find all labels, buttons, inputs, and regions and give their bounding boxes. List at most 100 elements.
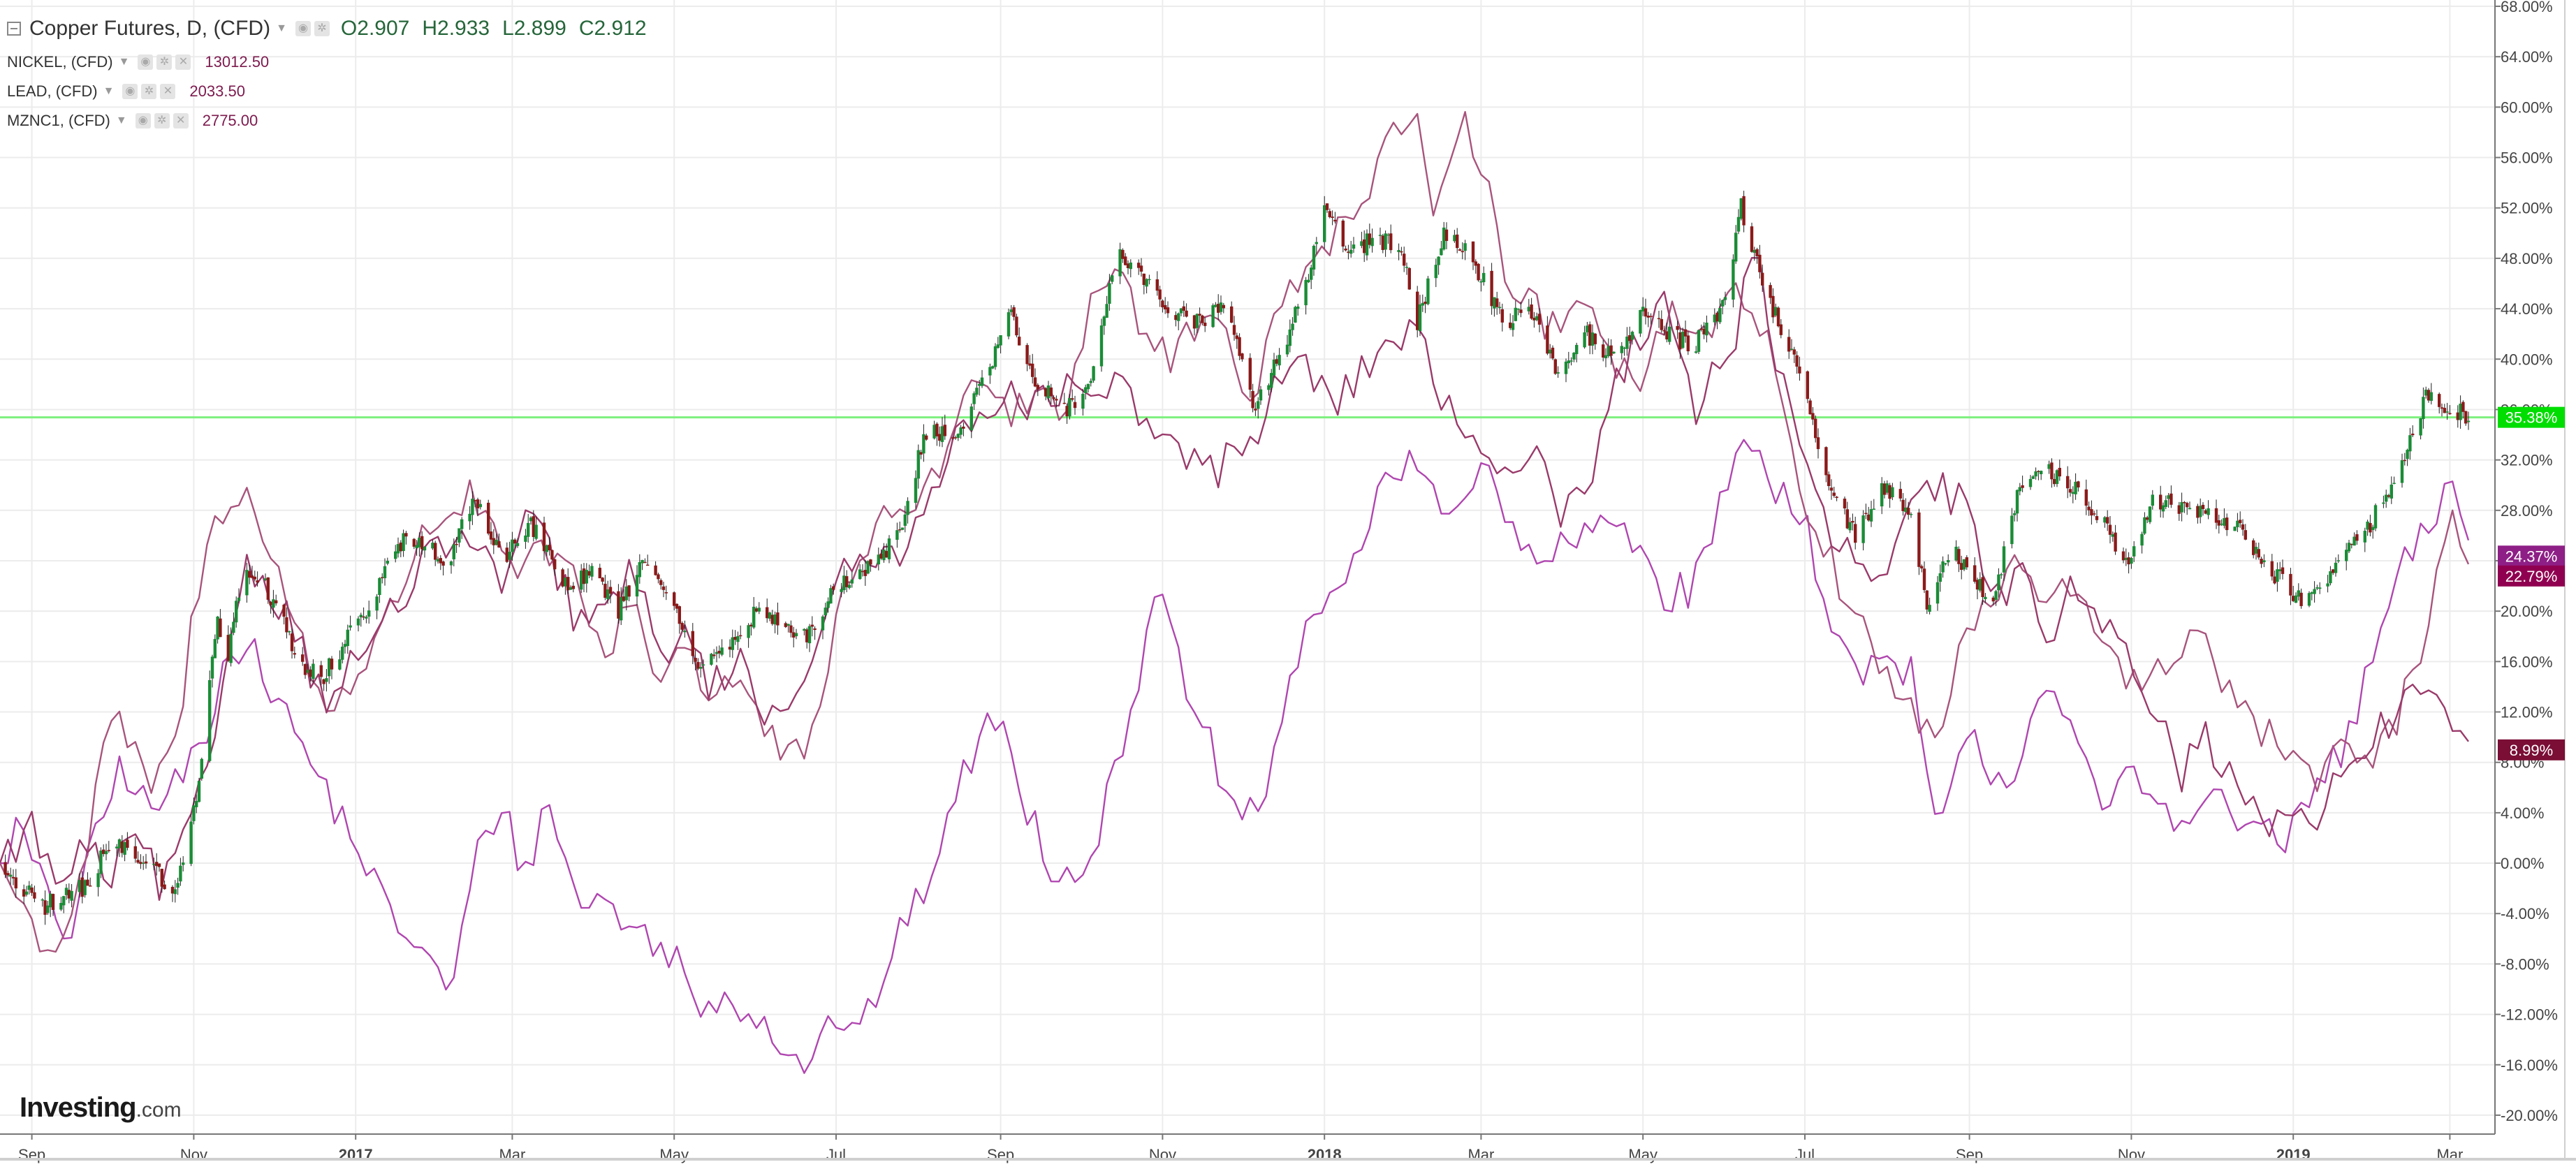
close-icon[interactable]: ✕ (173, 113, 189, 128)
candle-down (1368, 233, 1371, 245)
candle-up (359, 615, 363, 618)
candle-up (1516, 308, 1520, 310)
candle-down (1835, 497, 1838, 499)
close-icon[interactable]: ✕ (175, 54, 191, 70)
candle-down (1981, 577, 1984, 598)
candle-up (197, 781, 201, 802)
candle-down (1960, 563, 1963, 571)
candle-up (179, 865, 182, 882)
candle-down (1036, 385, 1039, 390)
candle-up (2422, 397, 2425, 420)
collapse-icon[interactable] (7, 22, 21, 36)
candle-up (436, 559, 440, 562)
candle-up (2161, 505, 2165, 512)
candle-down (2127, 557, 2130, 565)
candle-down (608, 587, 613, 594)
eye-icon[interactable]: ◉ (138, 54, 154, 70)
candle-down (1532, 318, 1536, 321)
candle-up (1386, 234, 1390, 236)
candle-up (458, 528, 461, 543)
candle-up (2385, 494, 2388, 502)
candle-down (2257, 549, 2260, 558)
candle-down (810, 624, 814, 627)
candle-up (328, 658, 331, 677)
chevron-down-icon[interactable]: ▼ (118, 56, 130, 68)
chevron-down-icon[interactable]: ▼ (103, 85, 115, 97)
candle-up (620, 597, 623, 621)
candle-up (1323, 205, 1326, 242)
candle-down (1649, 316, 1653, 317)
y-tick-label: -16.00% (2501, 1057, 2558, 1074)
candle-up (895, 530, 899, 540)
eye-icon[interactable]: ◉ (122, 84, 138, 99)
candle-up (232, 622, 235, 633)
candle-down (1806, 371, 1809, 399)
candle-down (102, 849, 105, 854)
ohlc-close: C2.912 (578, 17, 647, 40)
candle-up (2018, 487, 2021, 492)
eye-icon[interactable]: ◉ (135, 113, 151, 128)
candle-down (1331, 216, 1334, 219)
candle-down (1925, 590, 1929, 610)
candle-up (312, 663, 315, 679)
candle-down (1381, 235, 1384, 250)
chevron-down-icon[interactable]: ▼ (276, 22, 287, 34)
gear-icon[interactable]: ✲ (314, 21, 330, 36)
x-tick-label: Sep (987, 1146, 1014, 1163)
candle-up (1641, 307, 1645, 311)
x-tick-label: Nov (180, 1146, 207, 1163)
gear-icon[interactable]: ✲ (141, 84, 157, 99)
candle-up (641, 559, 644, 564)
candle-up (2111, 534, 2114, 537)
candle-up (747, 625, 750, 638)
legend-zinc-value: 2775.00 (202, 112, 258, 129)
chevron-down-icon[interactable]: ▼ (115, 115, 127, 126)
gear-icon[interactable]: ✲ (154, 113, 170, 128)
candle-up (1177, 313, 1180, 321)
candle-down (505, 547, 508, 562)
candle-up (534, 524, 538, 539)
candle-up (1118, 249, 1122, 277)
candle-down (2169, 493, 2173, 505)
candle-down (1628, 334, 1632, 341)
gear-icon[interactable]: ✲ (156, 54, 173, 70)
candle-up (2130, 557, 2133, 564)
candle-down (160, 869, 163, 887)
candle-down (1477, 263, 1480, 281)
ohlc-low: L2.899 (502, 17, 566, 40)
candle-down (2443, 408, 2446, 413)
candle-up (1620, 346, 1623, 353)
candle-up (1296, 306, 1300, 309)
candle-down (489, 531, 493, 540)
x-tick-label: 2018 (1308, 1146, 1342, 1163)
candle-up (1046, 385, 1051, 399)
close-icon[interactable]: ✕ (160, 84, 176, 99)
x-tick-label: Mar (1468, 1146, 1494, 1163)
candle-down (1824, 447, 1828, 476)
candle-up (1453, 235, 1456, 242)
eye-icon[interactable]: ◉ (295, 21, 311, 36)
ohlc-open: O2.907 (340, 17, 410, 40)
candle-up (1583, 332, 1586, 348)
candle-down (1142, 273, 1146, 286)
candle-down (420, 536, 424, 550)
candle-up (1099, 325, 1104, 367)
candle-down (2217, 520, 2220, 526)
candle-up (495, 539, 498, 545)
candle-up (2143, 517, 2146, 534)
candle-down (290, 633, 294, 652)
candle-down (1662, 330, 1666, 332)
candle-up (1668, 326, 1671, 342)
candle-up (969, 406, 973, 431)
candle-down (542, 522, 546, 552)
candle-down (1028, 363, 1032, 366)
candle-down (691, 631, 694, 656)
candle-down (2177, 505, 2181, 514)
candle-up (1482, 272, 1486, 283)
candle-up (189, 821, 193, 865)
candle-down (1235, 335, 1238, 339)
candle-up (903, 514, 907, 526)
candle-down (2196, 506, 2200, 518)
